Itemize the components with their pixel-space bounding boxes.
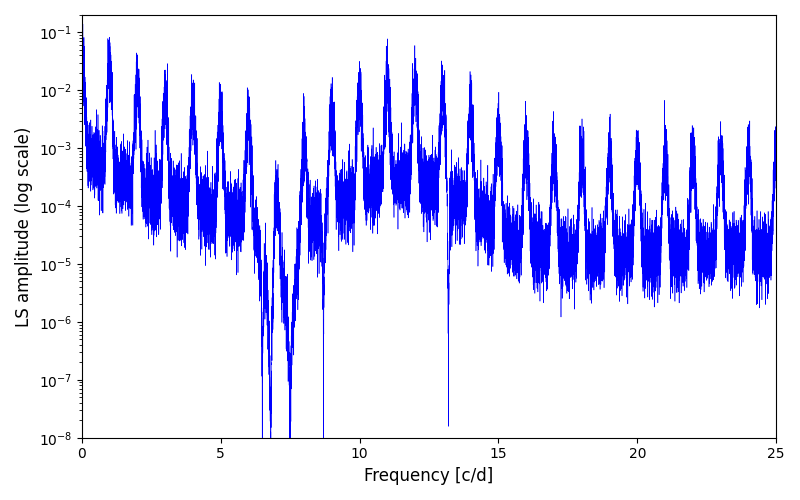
Y-axis label: LS amplitude (log scale): LS amplitude (log scale) — [15, 126, 33, 326]
X-axis label: Frequency [c/d]: Frequency [c/d] — [364, 467, 494, 485]
